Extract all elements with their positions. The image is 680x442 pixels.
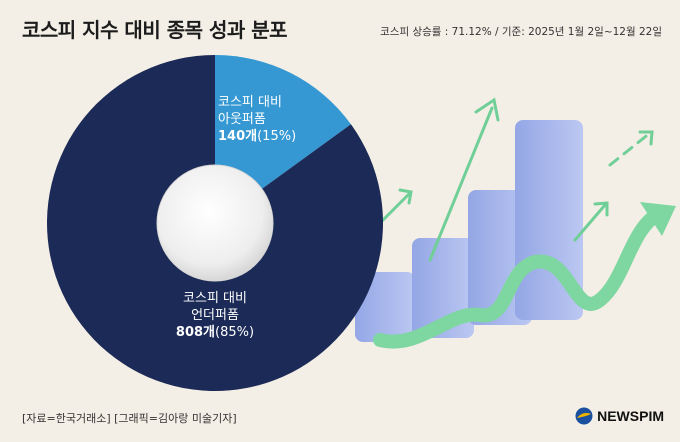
source-credit: [자료=한국거래소] [그래픽=김아랑 미술기자] <box>22 412 237 425</box>
slice-count: 140개 <box>218 129 258 144</box>
brand-name: NEWSPIM <box>597 408 664 424</box>
slice-label-outperform: 코스피 대비 아웃퍼폼 140개(15%) <box>218 94 296 145</box>
chart-subtitle: 코스피 상승률 : 71.12% / 기준: 2025년 1월 2일~12월 2… <box>380 26 662 38</box>
slice-label-line2: 언더퍼폼 <box>191 308 239 323</box>
slice-label-underperform: 코스피 대비 언더퍼폼 808개(85%) <box>150 290 280 341</box>
slice-label-line2: 아웃퍼폼 <box>218 112 266 127</box>
slice-percent: (15%) <box>257 129 297 144</box>
donut-hole <box>156 164 274 282</box>
chart-title: 코스피 지수 대비 종목 성과 분포 <box>22 18 288 42</box>
slice-percent: (85%) <box>215 325 255 340</box>
slice-label-line1: 코스피 대비 <box>218 95 282 110</box>
slice-label-line1: 코스피 대비 <box>183 291 247 306</box>
slice-count: 808개 <box>175 325 216 340</box>
newspim-logo-icon <box>575 407 593 425</box>
brand-logo: NEWSPIM <box>575 407 664 425</box>
